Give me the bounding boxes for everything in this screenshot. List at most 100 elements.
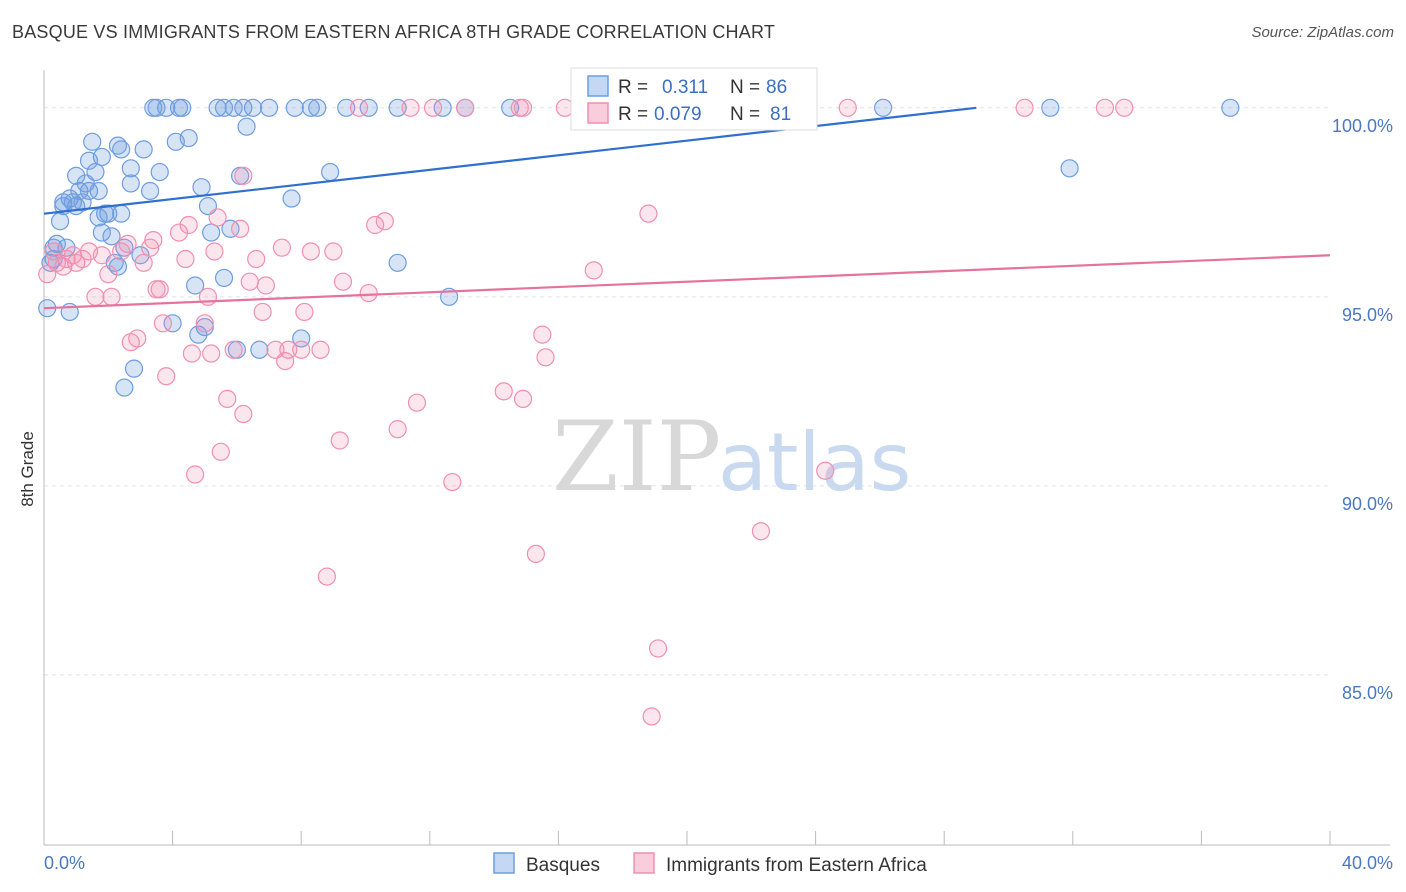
eastern-africa-point <box>134 253 153 272</box>
eastern-africa-point <box>112 242 131 261</box>
eastern-africa-point <box>407 393 427 412</box>
eastern-africa-point <box>234 166 253 185</box>
bottom-legend-swatch-eastern-africa <box>633 852 655 874</box>
eastern-africa-point <box>639 204 658 223</box>
basques-point <box>179 128 198 148</box>
legend-r-value-1: 0.311 <box>662 77 708 98</box>
basques-point <box>234 98 253 117</box>
basques-point <box>388 253 407 272</box>
axes <box>43 70 1390 846</box>
eastern-africa-point <box>401 98 420 117</box>
eastern-africa-point <box>202 344 221 363</box>
watermark-zip: ZIP <box>552 401 721 513</box>
basques-point <box>243 98 263 117</box>
legend-n-value-1: 86 <box>766 77 787 98</box>
basques-point <box>79 181 99 201</box>
legend-box <box>570 67 818 131</box>
basques-point <box>208 98 227 117</box>
basques-point <box>308 98 327 117</box>
eastern-africa-point <box>359 283 378 303</box>
grid-lines <box>44 107 1330 676</box>
x-tick-labels: 0.0% 40.0% <box>44 853 1393 873</box>
eastern-africa-point <box>838 98 857 117</box>
eastern-africa-point <box>816 461 835 480</box>
basques-point <box>83 132 102 151</box>
eastern-africa-point <box>240 272 259 291</box>
basques-point <box>321 162 340 182</box>
basques-point <box>214 268 234 288</box>
eastern-africa-point <box>533 325 552 344</box>
trend-lines <box>43 106 1331 310</box>
eastern-africa-point <box>150 280 169 299</box>
eastern-africa-point <box>73 249 92 269</box>
legend-n-label-1: N = <box>730 77 760 98</box>
eastern-africa-point <box>1095 98 1115 117</box>
basques-point <box>112 204 131 223</box>
basques-point <box>92 223 111 242</box>
eastern-africa-point <box>366 215 385 235</box>
eastern-africa-point <box>198 287 218 306</box>
legend-n-label-2: N = <box>730 104 760 125</box>
y-tick-label: 90.0% <box>1342 494 1393 514</box>
legend-swatch-basques <box>587 75 609 97</box>
basques-point <box>1221 98 1240 117</box>
basques-point <box>50 212 70 231</box>
basques-point <box>173 98 192 117</box>
basques-point <box>874 98 893 117</box>
basques-point <box>221 219 240 238</box>
basques-point <box>157 98 176 117</box>
basques-point <box>163 314 182 333</box>
basques-trend-line <box>43 106 977 215</box>
basques-point <box>108 257 128 276</box>
eastern-africa-point <box>118 234 137 254</box>
basques-point <box>282 189 301 208</box>
basques-point <box>192 178 211 197</box>
basques-point <box>433 98 452 117</box>
eastern-africa-point <box>324 242 343 261</box>
basques-point <box>359 98 378 117</box>
legend-swatch-eastern-africa <box>587 102 609 124</box>
bottom-legend-swatch-basques <box>493 852 515 874</box>
eastern-africa-point <box>494 382 513 401</box>
eastern-africa-point <box>224 340 243 359</box>
basques-point <box>189 325 208 344</box>
basques-point <box>112 140 131 159</box>
eastern-africa-point <box>751 522 771 541</box>
bottom-legend-eastern-africa: Immigrants from Eastern Africa <box>666 855 927 876</box>
eastern-africa-trend-line <box>43 254 1331 310</box>
eastern-africa-point <box>388 420 407 439</box>
basques-point <box>250 340 269 359</box>
basques-point <box>121 174 140 193</box>
basques-point <box>99 204 118 223</box>
eastern-africa-point <box>292 340 311 359</box>
eastern-africa-point <box>247 249 266 269</box>
eastern-africa-point <box>195 314 214 333</box>
eastern-africa-point <box>584 261 603 280</box>
legend-n-value-2: 81 <box>770 104 791 125</box>
y-axis-title: 8th Grade <box>18 431 37 507</box>
eastern-africa-point <box>349 98 369 117</box>
basques-point <box>237 117 256 136</box>
eastern-africa-point <box>157 367 176 386</box>
basques-point <box>121 159 140 178</box>
eastern-africa-point <box>536 348 555 367</box>
basques-point <box>388 98 407 117</box>
eastern-africa-point <box>186 465 205 484</box>
eastern-africa-point <box>234 404 253 424</box>
eastern-africa-point <box>333 272 353 291</box>
y-tick-label: 95.0% <box>1342 305 1393 325</box>
eastern-africa-point <box>102 287 121 306</box>
basques-point <box>92 147 111 167</box>
legend-r-label-1: R = <box>618 77 648 98</box>
eastern-africa-point <box>642 707 661 726</box>
eastern-africa-point <box>92 246 111 265</box>
basques-point <box>501 98 520 117</box>
legend-r-value-2: 0.079 <box>654 104 702 125</box>
eastern-africa-point <box>513 98 533 117</box>
basques-point <box>115 378 134 397</box>
eastern-africa-point <box>231 219 250 238</box>
eastern-africa-point <box>279 340 298 359</box>
eastern-africa-point <box>169 223 189 242</box>
basques-point <box>89 181 108 201</box>
